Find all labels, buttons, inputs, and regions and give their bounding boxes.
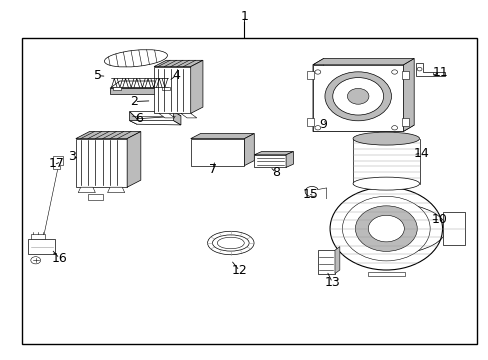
Bar [76, 139, 127, 187]
Ellipse shape [352, 177, 419, 190]
Circle shape [329, 187, 442, 270]
Polygon shape [159, 113, 175, 118]
Text: 2: 2 [130, 95, 138, 108]
Polygon shape [88, 194, 102, 200]
Bar [254, 155, 285, 167]
Polygon shape [312, 125, 413, 131]
Polygon shape [154, 60, 203, 67]
Polygon shape [312, 58, 413, 65]
Bar [312, 65, 403, 131]
Text: 3: 3 [68, 150, 76, 163]
Ellipse shape [352, 132, 419, 145]
Circle shape [314, 70, 320, 74]
Text: 12: 12 [231, 264, 247, 277]
Ellipse shape [217, 237, 244, 249]
Polygon shape [403, 58, 413, 131]
Polygon shape [53, 156, 62, 169]
Polygon shape [244, 134, 254, 166]
Bar [402, 71, 408, 79]
Bar [113, 87, 121, 90]
Ellipse shape [207, 231, 254, 255]
Polygon shape [285, 152, 293, 167]
Text: 14: 14 [413, 147, 428, 159]
Text: 7: 7 [208, 163, 216, 176]
Circle shape [355, 206, 416, 251]
Polygon shape [129, 112, 137, 124]
Text: 9: 9 [318, 118, 326, 131]
Polygon shape [110, 81, 178, 88]
Text: 15: 15 [302, 188, 318, 201]
Bar [306, 118, 313, 126]
Bar [402, 118, 408, 126]
Polygon shape [190, 134, 254, 139]
Polygon shape [76, 131, 141, 139]
Bar [442, 212, 464, 245]
Polygon shape [334, 247, 339, 274]
Polygon shape [254, 152, 293, 155]
Text: 4: 4 [172, 69, 180, 82]
Polygon shape [181, 113, 196, 118]
Text: 8: 8 [272, 166, 280, 179]
Circle shape [432, 72, 436, 75]
Circle shape [416, 67, 421, 71]
Polygon shape [190, 60, 203, 113]
Circle shape [31, 257, 41, 264]
Text: 6: 6 [135, 112, 143, 125]
Circle shape [314, 126, 320, 130]
Bar [154, 67, 190, 113]
Bar [306, 71, 313, 79]
Text: 16: 16 [52, 252, 67, 265]
Bar [31, 234, 45, 239]
Text: 1: 1 [240, 10, 248, 23]
Bar [28, 239, 55, 254]
Circle shape [391, 126, 397, 130]
Polygon shape [127, 131, 141, 187]
Polygon shape [415, 63, 444, 76]
Text: 11: 11 [431, 66, 447, 78]
Circle shape [367, 215, 404, 242]
Ellipse shape [212, 235, 248, 251]
Circle shape [332, 78, 383, 115]
Polygon shape [129, 121, 181, 125]
Circle shape [391, 70, 397, 74]
Circle shape [342, 196, 429, 261]
Polygon shape [173, 112, 181, 125]
Bar [190, 139, 244, 166]
Bar [22, 38, 476, 344]
Polygon shape [107, 187, 124, 193]
Text: 10: 10 [431, 213, 447, 226]
Bar [317, 250, 334, 274]
Polygon shape [110, 88, 168, 94]
Circle shape [347, 88, 368, 104]
Ellipse shape [104, 50, 167, 67]
Circle shape [324, 72, 391, 121]
Text: 13: 13 [324, 276, 340, 289]
Text: 5: 5 [94, 69, 102, 82]
Polygon shape [129, 112, 181, 119]
Polygon shape [78, 187, 95, 193]
Text: 17: 17 [48, 157, 64, 170]
Polygon shape [367, 272, 404, 276]
Polygon shape [168, 81, 178, 94]
Bar [162, 87, 170, 90]
Polygon shape [312, 58, 323, 131]
